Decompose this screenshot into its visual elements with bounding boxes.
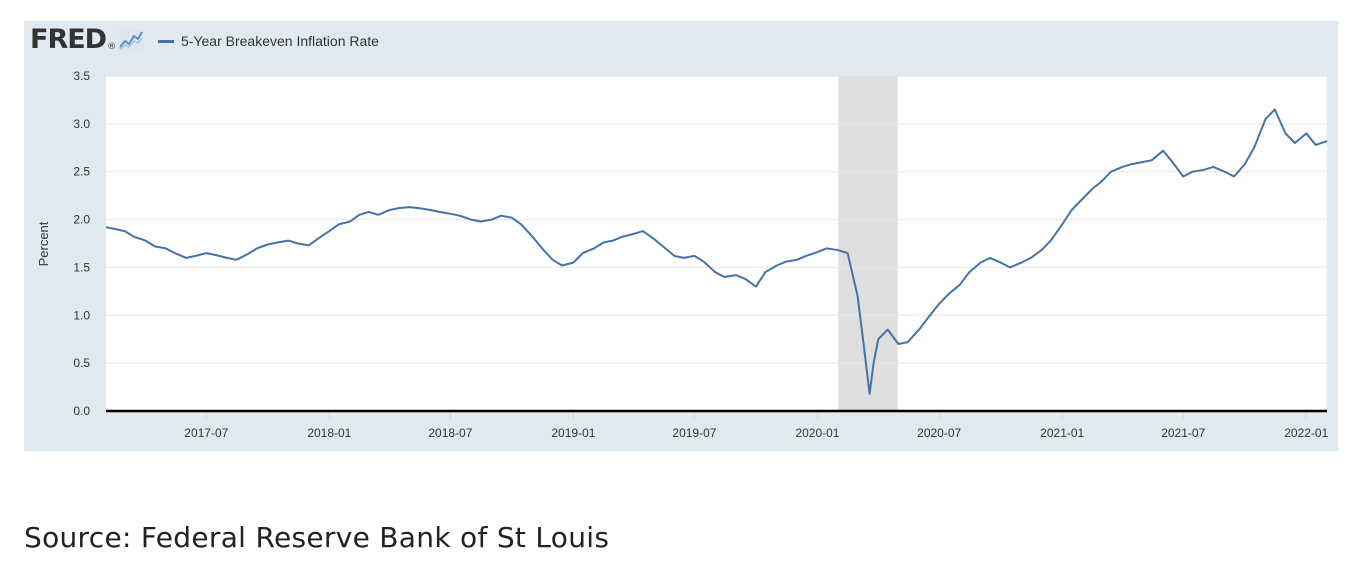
line-chart: 0.0 0.5 1.0 1.5 2.0 2.5 3.0 3.5 2017-07 2018-01 2… [36,69,1329,440]
source-caption: Source: Federal Reserve Bank of St Louis [24,521,610,554]
x-tick-label: 2021-01 [1040,426,1084,440]
y-tick-label: 1.5 [73,260,90,274]
legend-swatch [158,39,174,43]
fred-sparkline-icon [118,29,145,51]
y-tick-label: 1.0 [73,308,90,322]
series-line-5y-breakeven [105,108,1328,395]
y-tick-label: 3.5 [73,69,90,83]
y-tick-label: 3.0 [73,117,90,131]
chart-legend: 5-Year Breakeven Inflation Rate [158,30,379,52]
y-tick-label: 2.5 [73,165,90,179]
x-tick-label: 2021-07 [1161,426,1205,440]
fred-logo-mark: ® [107,42,117,52]
x-tick-label: 2019-07 [672,426,716,440]
x-tick-label: 2018-07 [428,426,472,440]
x-tick-label: 2017-07 [184,426,228,440]
legend-label: 5-Year Breakeven Inflation Rate [181,33,379,49]
y-tick-label: 0.5 [73,356,90,370]
plot-area [106,76,1327,411]
x-tick-label: 2019-01 [551,426,595,440]
recession-shading [838,76,898,411]
x-tick-label: 2022-01 [1284,426,1328,440]
y-tick-label: 2.0 [73,213,90,227]
x-tick-label: 2020-07 [917,426,961,440]
y-tick-label: 0.0 [73,404,90,418]
fred-logo[interactable]: FRED ® [30,24,145,55]
x-tick-label: 2020-01 [795,426,839,440]
y-axis-label: Percent [36,221,51,266]
fred-logo-text: FRED [30,24,107,55]
x-tick-label: 2018-01 [307,426,351,440]
